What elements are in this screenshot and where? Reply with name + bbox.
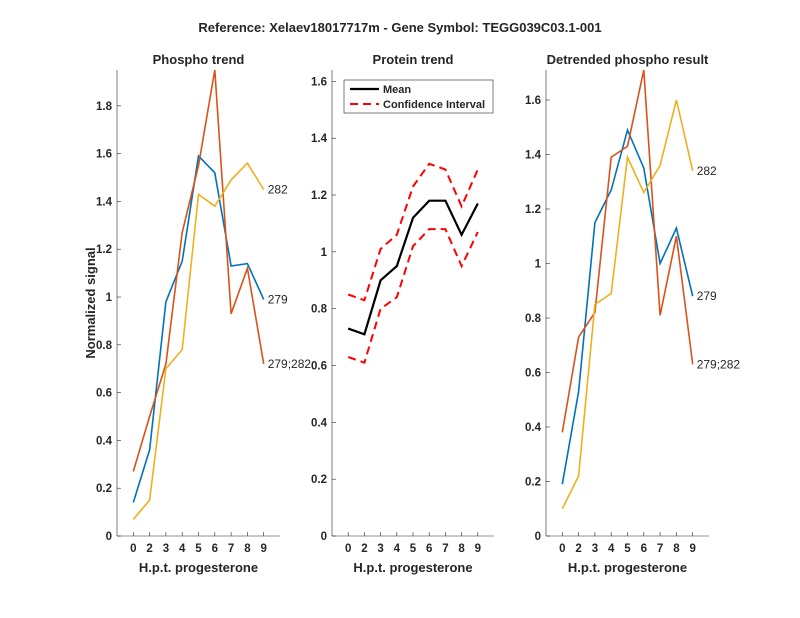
y-tick-label: 1.6 [96,149,112,161]
y-tick-label: 1.4 [96,196,113,208]
x-tick-label: 6 [426,543,432,555]
y-tick-label: 0.6 [525,367,541,379]
x-tick-label: 2 [361,543,367,555]
y-tick-label: 1.2 [96,244,112,256]
figure-suptitle: Reference: Xelaev18017717m - Gene Symbol… [198,20,601,35]
chart-panel-3: Detrended phospho result H.p.t. progester… [525,52,740,575]
x-tick-label: 4 [179,543,186,555]
legend: Mean Confidence Interval [343,79,494,114]
y-tick-label: 0.6 [311,361,327,373]
y-tick-label: 0 [106,531,112,543]
x-tick-label: 7 [657,543,663,555]
y-axis-label: Normalized signal [83,247,98,358]
y-tick-label: 0.8 [96,340,113,352]
legend-ci-label: Confidence Interval [383,99,485,111]
x-tick-label: 2 [575,543,581,555]
series-line-279 [561,127,694,485]
y-tick-label: 0.2 [96,483,112,495]
y-tick-label: 0.8 [525,313,542,325]
series-label: 279;282 [697,357,741,371]
x-axis-label: H.p.t. progesterone [568,560,687,575]
y-tick-label: 1.2 [311,190,327,202]
y-tick-label: 1.8 [96,101,113,113]
series-label: 282 [697,164,717,178]
series-line-confidence-interval-lower- [347,228,479,364]
y-tick-label: 1 [535,258,542,270]
y-tick-label: 1.2 [525,204,541,216]
series-line-282 [132,161,265,520]
y-tick-label: 0.8 [311,304,328,316]
y-tick-label: 1.6 [311,76,327,88]
series-label: 279 [268,292,288,306]
chart-title: Protein trend [373,52,454,67]
y-tick-label: 0 [535,531,541,543]
series-line-279-282 [132,69,265,472]
x-tick-label: 7 [442,543,448,555]
series-line-279 [132,154,265,503]
y-tick-label: 0.4 [96,435,113,447]
y-tick-label: 0.4 [525,422,542,434]
y-tick-label: 0.2 [311,474,327,486]
x-tick-label: 0 [345,543,351,555]
y-tick-label: 1.4 [311,133,328,145]
y-tick-label: 0.4 [311,417,328,429]
chart-title: Detrended phospho result [547,52,709,67]
y-tick-label: 0.2 [525,476,541,488]
x-tick-label: 8 [244,543,251,555]
y-tick-label: 0 [321,531,327,543]
series-label: 282 [268,182,288,196]
x-tick-label: 6 [212,543,218,555]
x-tick-label: 8 [458,543,465,555]
x-tick-label: 3 [592,543,598,555]
x-tick-label: 4 [394,543,401,555]
y-tick-label: 1.6 [525,95,541,107]
series-line-mean [347,199,479,336]
series-line-279-282 [561,69,694,433]
x-tick-label: 6 [641,543,647,555]
x-tick-label: 8 [673,543,680,555]
x-tick-label: 5 [410,543,417,555]
x-tick-label: 0 [130,543,136,555]
series-line-282 [561,99,694,510]
x-tick-label: 7 [228,543,234,555]
series-line-confidence-interval [347,162,479,302]
x-tick-label: 3 [163,543,169,555]
y-tick-label: 0.6 [96,388,112,400]
chart-title: Phospho trend [153,52,245,67]
chart-panel-1: Phospho trend H.p.t. progesterone Normaliz… [83,52,311,575]
x-tick-label: 9 [475,543,481,555]
x-tick-label: 5 [195,543,202,555]
series-label: 279 [697,289,717,303]
y-tick-label: 1 [106,292,113,304]
legend-box [343,79,494,114]
x-tick-label: 4 [608,543,615,555]
x-tick-label: 3 [377,543,383,555]
x-tick-label: 9 [260,543,266,555]
x-tick-label: 9 [689,543,695,555]
series-label: 279;282 [268,357,312,371]
y-tick-label: 1 [321,247,328,259]
x-axis-label: H.p.t. progesterone [139,560,258,575]
x-tick-label: 0 [559,543,565,555]
x-tick-label: 2 [146,543,152,555]
legend-mean-label: Mean [383,84,411,96]
x-axis-label: H.p.t. progesterone [353,560,472,575]
y-tick-label: 1.4 [525,149,542,161]
x-tick-label: 5 [624,543,631,555]
